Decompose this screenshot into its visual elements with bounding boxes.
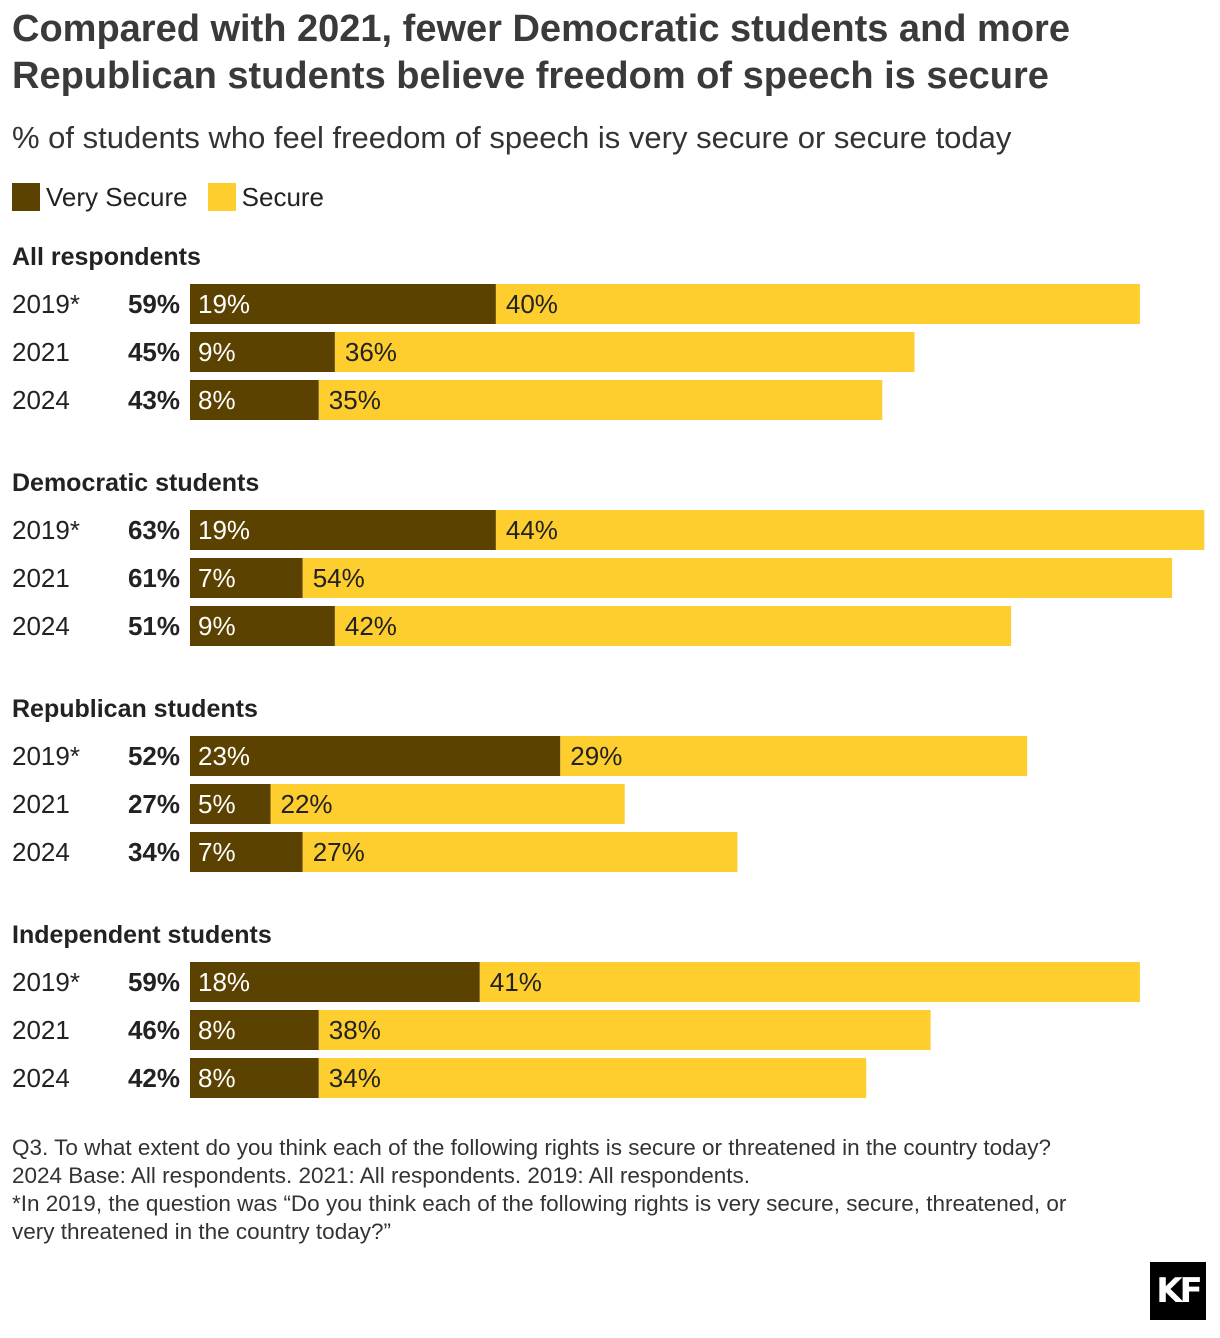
data-label-secure: 22% — [281, 789, 333, 819]
bar-very-secure-republican-students-2024 — [190, 832, 303, 872]
year-label: 2019* — [12, 289, 80, 319]
bar-secure-republican-students-2024 — [302, 832, 738, 872]
bar-very-secure-republican-students-2021 — [190, 784, 271, 824]
legend-swatch-very-secure — [12, 183, 40, 211]
data-label-secure: 34% — [329, 1063, 381, 1093]
data-label-secure: 35% — [329, 385, 381, 415]
data-label-very-secure: 7% — [198, 837, 236, 867]
total-label: 63% — [128, 515, 180, 545]
bar-secure-republican-students-2019 — [560, 736, 1028, 776]
bar-very-secure-independent-students-2021 — [190, 1010, 319, 1050]
data-label-secure: 36% — [345, 337, 397, 367]
bar-very-secure-independent-students-2019 — [190, 962, 480, 1002]
group-label-independent-students: Independent students — [12, 921, 272, 949]
legend: Very Secure Secure — [12, 180, 344, 214]
year-label: 2019* — [12, 515, 80, 545]
data-label-very-secure: 5% — [198, 789, 236, 819]
footnote: Q3. To what extent do you think each of … — [12, 1134, 1207, 1246]
legend-swatch-secure — [207, 183, 236, 211]
total-label: 59% — [128, 289, 180, 319]
legend-item-very-secure: Very Secure — [12, 182, 188, 213]
bar-secure-independent-students-2024 — [318, 1058, 867, 1098]
year-label: 2021 — [12, 563, 70, 593]
legend-label-secure: Secure — [241, 181, 325, 212]
bar-secure-democratic-students-2019 — [495, 510, 1205, 550]
total-label: 59% — [128, 967, 180, 997]
footnote-2019-note-cont: very threatened in the country today?” — [12, 1219, 391, 1244]
data-label-very-secure: 9% — [198, 611, 236, 641]
year-label: 2024 — [12, 837, 70, 867]
data-label-secure: 44% — [506, 515, 558, 545]
bar-secure-democratic-students-2021 — [302, 558, 1173, 598]
total-label: 42% — [128, 1063, 180, 1093]
data-label-very-secure: 18% — [198, 967, 250, 997]
bar-very-secure-all-respondents-2024 — [190, 380, 319, 420]
data-label-very-secure: 7% — [198, 563, 236, 593]
total-label: 46% — [128, 1015, 180, 1045]
year-label: 2019* — [12, 741, 80, 771]
chart-title: Compared with 2021, fewer Democratic stu… — [12, 8, 1070, 97]
data-label-very-secure: 9% — [198, 337, 236, 367]
data-label-secure: 29% — [570, 741, 622, 771]
year-label: 2021 — [12, 789, 70, 819]
year-label: 2024 — [12, 385, 70, 415]
data-label-secure: 38% — [329, 1015, 381, 1045]
footnote-base: 2024 Base: All respondents. 2021: All re… — [12, 1163, 751, 1188]
bar-very-secure-democratic-students-2021 — [190, 558, 303, 598]
bar-secure-independent-students-2019 — [479, 962, 1140, 1002]
group-label-republican-students: Republican students — [12, 695, 258, 723]
bar-secure-all-respondents-2019 — [495, 284, 1140, 324]
legend-label-very-secure: Very Secure — [46, 181, 188, 212]
bar-secure-democratic-students-2024 — [334, 606, 1012, 646]
data-label-very-secure: 8% — [198, 1015, 236, 1045]
data-label-very-secure: 8% — [198, 385, 236, 415]
total-label: 51% — [128, 611, 180, 641]
bar-secure-all-respondents-2024 — [318, 380, 883, 420]
kf-logo-icon: KF — [1150, 1262, 1206, 1320]
chart-subtitle: % of students who feel freedom of speech… — [12, 120, 1012, 155]
data-label-very-secure: 19% — [198, 515, 250, 545]
legend-item-secure: Secure — [207, 181, 325, 213]
total-label: 27% — [128, 789, 180, 819]
year-label: 2021 — [12, 1015, 70, 1045]
bar-very-secure-all-respondents-2019 — [190, 284, 496, 324]
data-label-secure: 42% — [345, 611, 397, 641]
bar-secure-independent-students-2021 — [318, 1010, 931, 1050]
group-label-democratic-students: Democratic students — [12, 469, 259, 497]
data-label-very-secure: 23% — [198, 741, 250, 771]
year-label: 2021 — [12, 337, 70, 367]
data-label-very-secure: 19% — [198, 289, 250, 319]
data-label-secure: 40% — [506, 289, 558, 319]
year-label: 2024 — [12, 611, 70, 641]
data-label-very-secure: 8% — [198, 1063, 236, 1093]
data-label-secure: 41% — [490, 967, 542, 997]
total-label: 43% — [128, 385, 180, 415]
group-label-all-respondents: All respondents — [12, 243, 201, 271]
year-label: 2019* — [12, 967, 80, 997]
bar-very-secure-democratic-students-2019 — [190, 510, 496, 550]
bar-very-secure-democratic-students-2024 — [190, 606, 335, 646]
bar-very-secure-independent-students-2024 — [190, 1058, 319, 1098]
bar-very-secure-all-respondents-2021 — [190, 332, 335, 372]
data-label-secure: 54% — [313, 563, 365, 593]
data-label-secure: 27% — [313, 837, 365, 867]
total-label: 61% — [128, 563, 180, 593]
total-label: 52% — [128, 741, 180, 771]
stacked-bar-chart: All respondents 2019* 59% 19% 40% 2021 45% 9% 36… — [12, 243, 1205, 1098]
bar-secure-republican-students-2021 — [270, 784, 625, 824]
bar-secure-all-respondents-2021 — [334, 332, 915, 372]
total-label: 45% — [128, 337, 180, 367]
total-label: 34% — [128, 837, 180, 867]
bar-very-secure-republican-students-2019 — [190, 736, 561, 776]
footnote-question: Q3. To what extent do you think each of … — [12, 1135, 1051, 1160]
year-label: 2024 — [12, 1063, 70, 1093]
footnote-2019-note: *In 2019, the question was “Do you think… — [12, 1191, 1067, 1216]
